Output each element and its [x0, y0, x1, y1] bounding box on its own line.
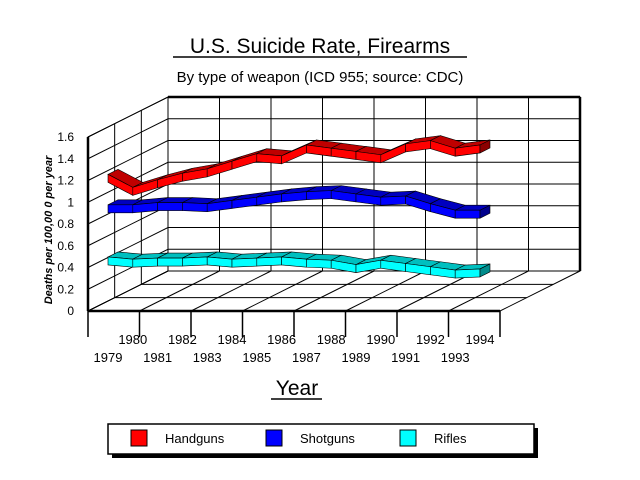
x-tick-label: 1992 [416, 332, 445, 347]
plot-floor [87, 270, 581, 313]
series-shotguns [107, 185, 491, 219]
x-tick-label: 1983 [193, 350, 222, 365]
series-segment [231, 257, 258, 268]
chart-title: U.S. Suicide Rate, Firearms [190, 35, 450, 58]
y-tick-label: 1.4 [57, 152, 74, 166]
series-segment [380, 195, 406, 206]
series-segment [256, 256, 282, 267]
series-end-cap [479, 204, 491, 219]
series-rifles [106, 251, 491, 279]
x-tick-label: 1980 [118, 332, 147, 347]
y-axis-ticks: 1.6 1.4 1.2 1 0.8 0.6 0.4 0.2 0 [57, 130, 74, 318]
x-tick-label: 1986 [267, 332, 296, 347]
x-axis-ticks: 1979 1980 1981 1982 1983 1984 1985 1986 1987 1988… [87, 311, 501, 365]
series-segment [107, 204, 134, 214]
series-end-cap [479, 139, 491, 154]
series-segment [306, 258, 332, 269]
x-tick-label: 1979 [94, 350, 123, 365]
series-segment [182, 256, 208, 267]
y-tick-label: 1.6 [57, 130, 74, 144]
y-tick-label: 0.4 [57, 261, 74, 275]
y-tick-label: 0.8 [57, 217, 74, 231]
x-tick-label: 1985 [242, 350, 271, 365]
y-axis-label: Deaths per 100,00 0 per year [43, 155, 55, 304]
series-segment [182, 202, 208, 213]
legend: Handguns Shotguns Rifles [107, 423, 538, 458]
legend-swatch [130, 429, 148, 447]
series-segment [306, 190, 332, 201]
floor-gridline [190, 270, 272, 312]
x-tick-label: 1982 [168, 332, 197, 347]
series-layer [106, 135, 491, 279]
floor-gridline [345, 270, 426, 312]
floor-gridline [242, 270, 323, 312]
x-tick-label: 1981 [143, 350, 172, 365]
x-tick-label: 1993 [441, 350, 470, 365]
series-end-cap [479, 263, 491, 278]
y-tick-label: 0.6 [57, 239, 74, 253]
x-tick-label: 1988 [317, 332, 346, 347]
series-segment [157, 202, 183, 211]
x-tick-label: 1989 [342, 350, 371, 365]
legend-swatch [399, 429, 417, 447]
floor-gridline [139, 270, 220, 312]
floor-gridline [293, 270, 375, 312]
x-tick-label: 1994 [466, 332, 495, 347]
y-tick-label: 1 [67, 195, 74, 209]
series-segment [157, 257, 183, 267]
floor-gridline [448, 270, 529, 312]
legend-label: Rifles [434, 431, 467, 446]
series-handguns [107, 135, 491, 196]
series-segment [132, 257, 158, 268]
x-axis-label: Year [276, 377, 318, 400]
series-segment [454, 209, 481, 219]
y-tick-label: 0 [67, 304, 74, 318]
x-tick-label: 1991 [391, 350, 420, 365]
series-segment [454, 268, 481, 279]
legend-swatch [265, 429, 283, 447]
legend-shadow [534, 428, 538, 458]
legend-shadow [112, 454, 538, 458]
chart-subtitle: By type of weapon (ICD 955; source: CDC) [177, 69, 464, 86]
y-tick-label: 1.2 [57, 174, 74, 188]
legend-label: Shotguns [300, 431, 355, 446]
legend-label: Handguns [165, 431, 225, 446]
x-tick-label: 1990 [366, 332, 395, 347]
x-tick-label: 1984 [218, 332, 247, 347]
x-tick-label: 1987 [292, 350, 321, 365]
y-tick-label: 0.2 [57, 282, 74, 296]
legend-box [107, 423, 535, 455]
